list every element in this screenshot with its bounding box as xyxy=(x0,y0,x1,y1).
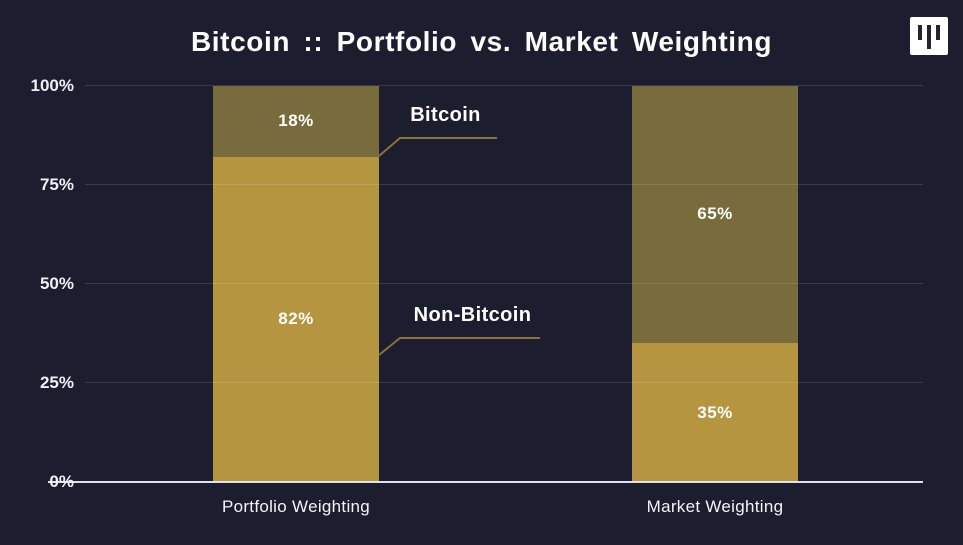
logo-bar-middle xyxy=(927,25,931,49)
annotation-label-non-bitcoin: Non-Bitcoin xyxy=(413,304,532,326)
logo-bar-left xyxy=(918,25,922,40)
y-tick-label: 25% xyxy=(39,372,74,392)
bar-segment-bitcoin: 65% xyxy=(632,85,798,344)
segment-value-label: 82% xyxy=(278,309,314,329)
bar-segment-non-bitcoin: 82% xyxy=(213,156,379,482)
annotation-label-bitcoin: Bitcoin xyxy=(410,104,481,126)
brand-logo-icon xyxy=(910,17,948,55)
x-category-label: Portfolio Weighting xyxy=(221,497,371,516)
gridline-50 xyxy=(85,283,923,285)
x-category-label: Market Weighting xyxy=(646,497,784,516)
bar-segment-bitcoin: 18% xyxy=(213,85,379,157)
logo-bar-right xyxy=(936,25,940,40)
gridline-100 xyxy=(85,85,923,86)
chart-title: Bitcoin :: Portfolio vs. Market Weightin… xyxy=(190,26,773,57)
segment-value-label: 18% xyxy=(278,111,314,131)
segment-value-label: 65% xyxy=(697,204,733,224)
y-tick-label: 0% xyxy=(49,472,74,491)
y-tick-label: 100% xyxy=(30,75,74,95)
y-tick-label: 75% xyxy=(39,174,74,194)
gridline-25 xyxy=(85,382,923,384)
gridline-75 xyxy=(85,184,923,186)
bar-segment-non-bitcoin: 35% xyxy=(632,343,798,482)
y-tick-label: 50% xyxy=(39,273,74,293)
x-axis-baseline xyxy=(48,481,923,483)
segment-value-label: 35% xyxy=(697,402,733,422)
